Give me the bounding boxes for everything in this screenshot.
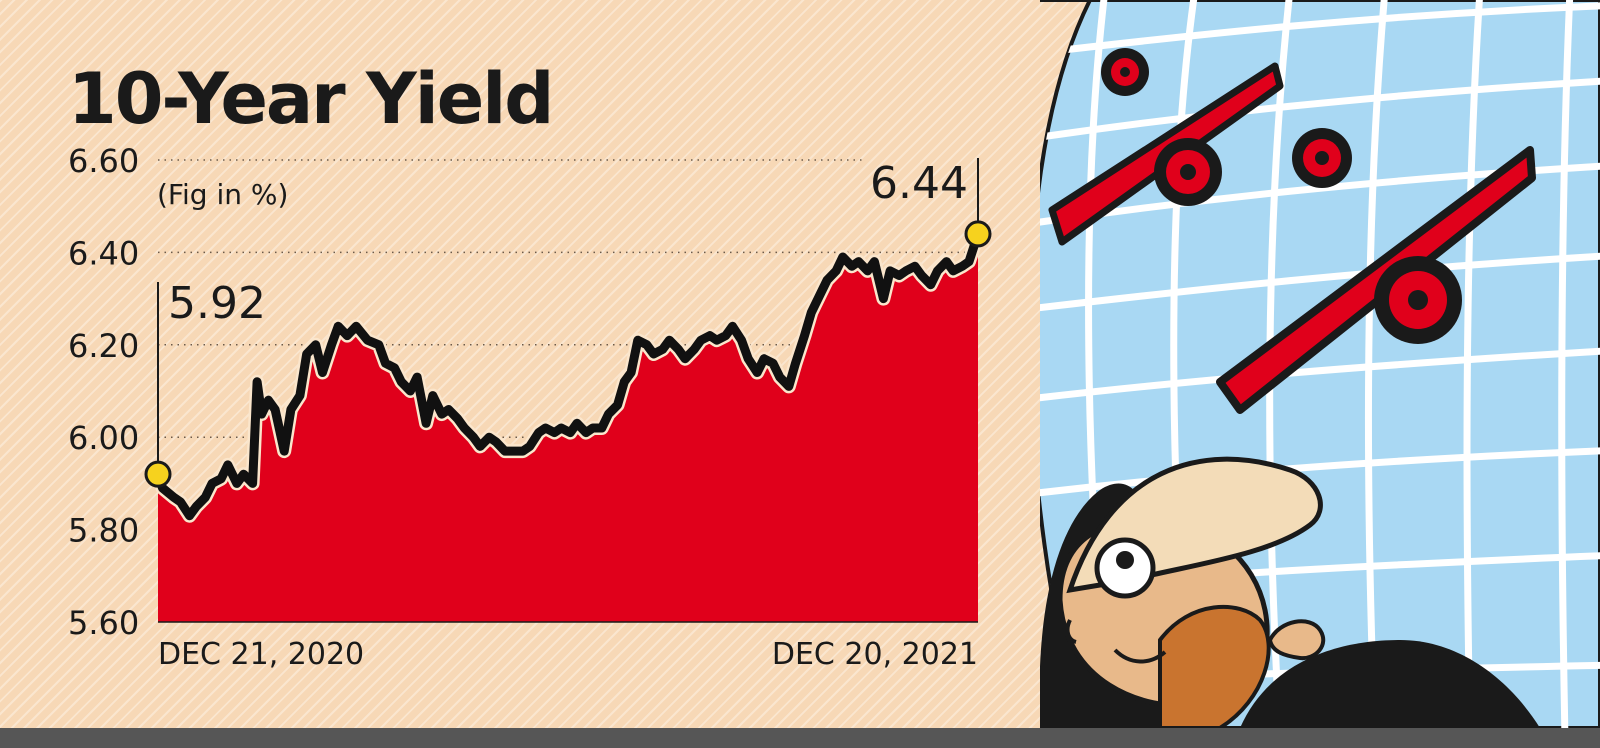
y-tick-label: 6.40: [68, 234, 139, 272]
yield-area: [158, 233, 978, 622]
percent-sign-small: [1048, 48, 1284, 246]
annotation-label-end: 6.44: [870, 158, 968, 209]
bottom-bar: [0, 728, 1600, 748]
y-tick-label: 5.60: [68, 604, 139, 642]
x-axis-ticks: DEC 21, 2020 DEC 20, 2021: [158, 637, 978, 672]
percent-sign-large: [1216, 128, 1536, 414]
annotation-marker: [964, 220, 992, 248]
annotation-label-start: 5.92: [168, 278, 266, 329]
y-axis-ticks: 6.60 6.40 6.20 6.00 5.80 5.60: [68, 142, 139, 642]
chart-title: 10-Year Yield: [68, 58, 554, 140]
y-tick-label: 5.80: [68, 512, 139, 550]
unit-note: (Fig in %): [157, 178, 288, 211]
man-figure: [1040, 456, 1540, 728]
chart-area: 6.606.406.206.005.805.60 DEC 21, 2020 DEC…: [68, 142, 992, 672]
y-tick-label: 6.20: [68, 327, 139, 365]
annotations: 5.92 6.44: [144, 158, 992, 488]
yield-line: [153, 229, 983, 521]
worried-man-illustration: [1040, 0, 1600, 728]
x-tick-label-end: DEC 20, 2021: [772, 637, 978, 672]
x-tick-label-start: DEC 21, 2020: [158, 637, 364, 672]
y-tick-label: 6.60: [68, 142, 139, 180]
annotation-marker: [144, 460, 172, 488]
y-tick-label: 6.00: [68, 419, 139, 457]
